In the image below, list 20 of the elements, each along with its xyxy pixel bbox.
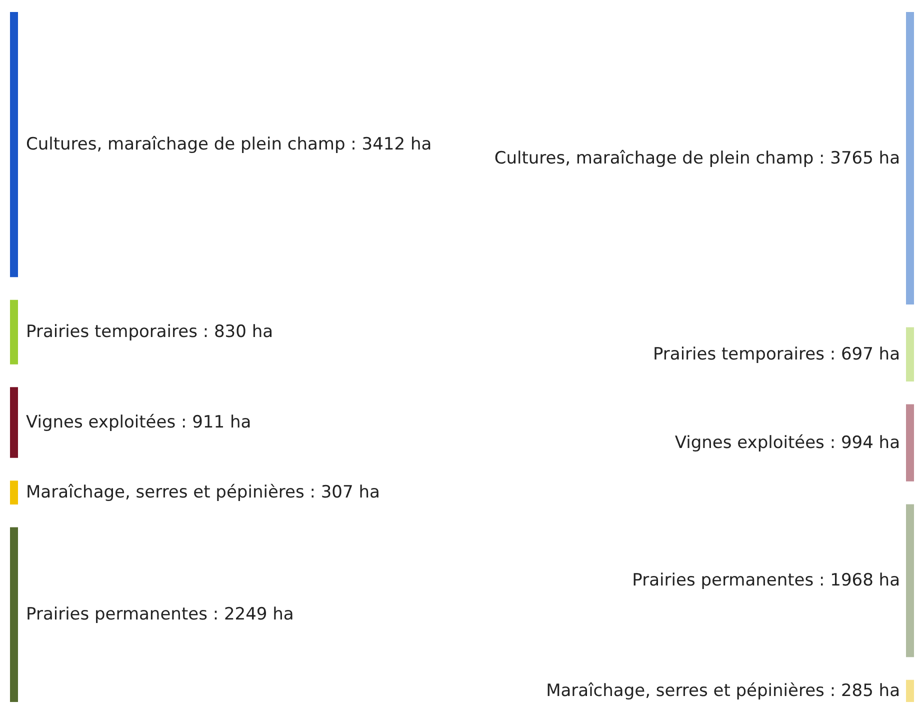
category-label: Prairies permanentes [632,570,814,591]
category-label: Cultures, maraîchage de plein champ [494,148,814,168]
category-label: Prairies temporaires [26,322,198,342]
category-label: Prairies temporaires [652,344,825,364]
data-label: : 307 ha [310,482,380,503]
data-label: : 3765 ha [819,148,900,168]
category-label: Maraîchage, serres et pépinières [26,482,304,503]
data-label: : 994 ha [830,432,900,453]
data-label: : 1968 ha [819,570,900,591]
data-label: : 2249 ha [212,604,294,625]
category-label: Prairies permanentes [26,604,208,625]
data-label: : 911 ha [180,412,252,432]
data-label: : 285 ha [830,680,900,701]
data-label: : 3412 ha [350,134,432,155]
data-label: : 697 ha [830,344,900,364]
category-label: Cultures, maraîchage de plein champ [26,134,346,155]
category-label: Vignes exploitées [674,432,825,453]
category-label: Vignes exploitées [26,412,176,432]
category-label: Maraîchage, serres et pépinières [546,680,825,701]
data-label: : 830 ha [202,322,274,342]
